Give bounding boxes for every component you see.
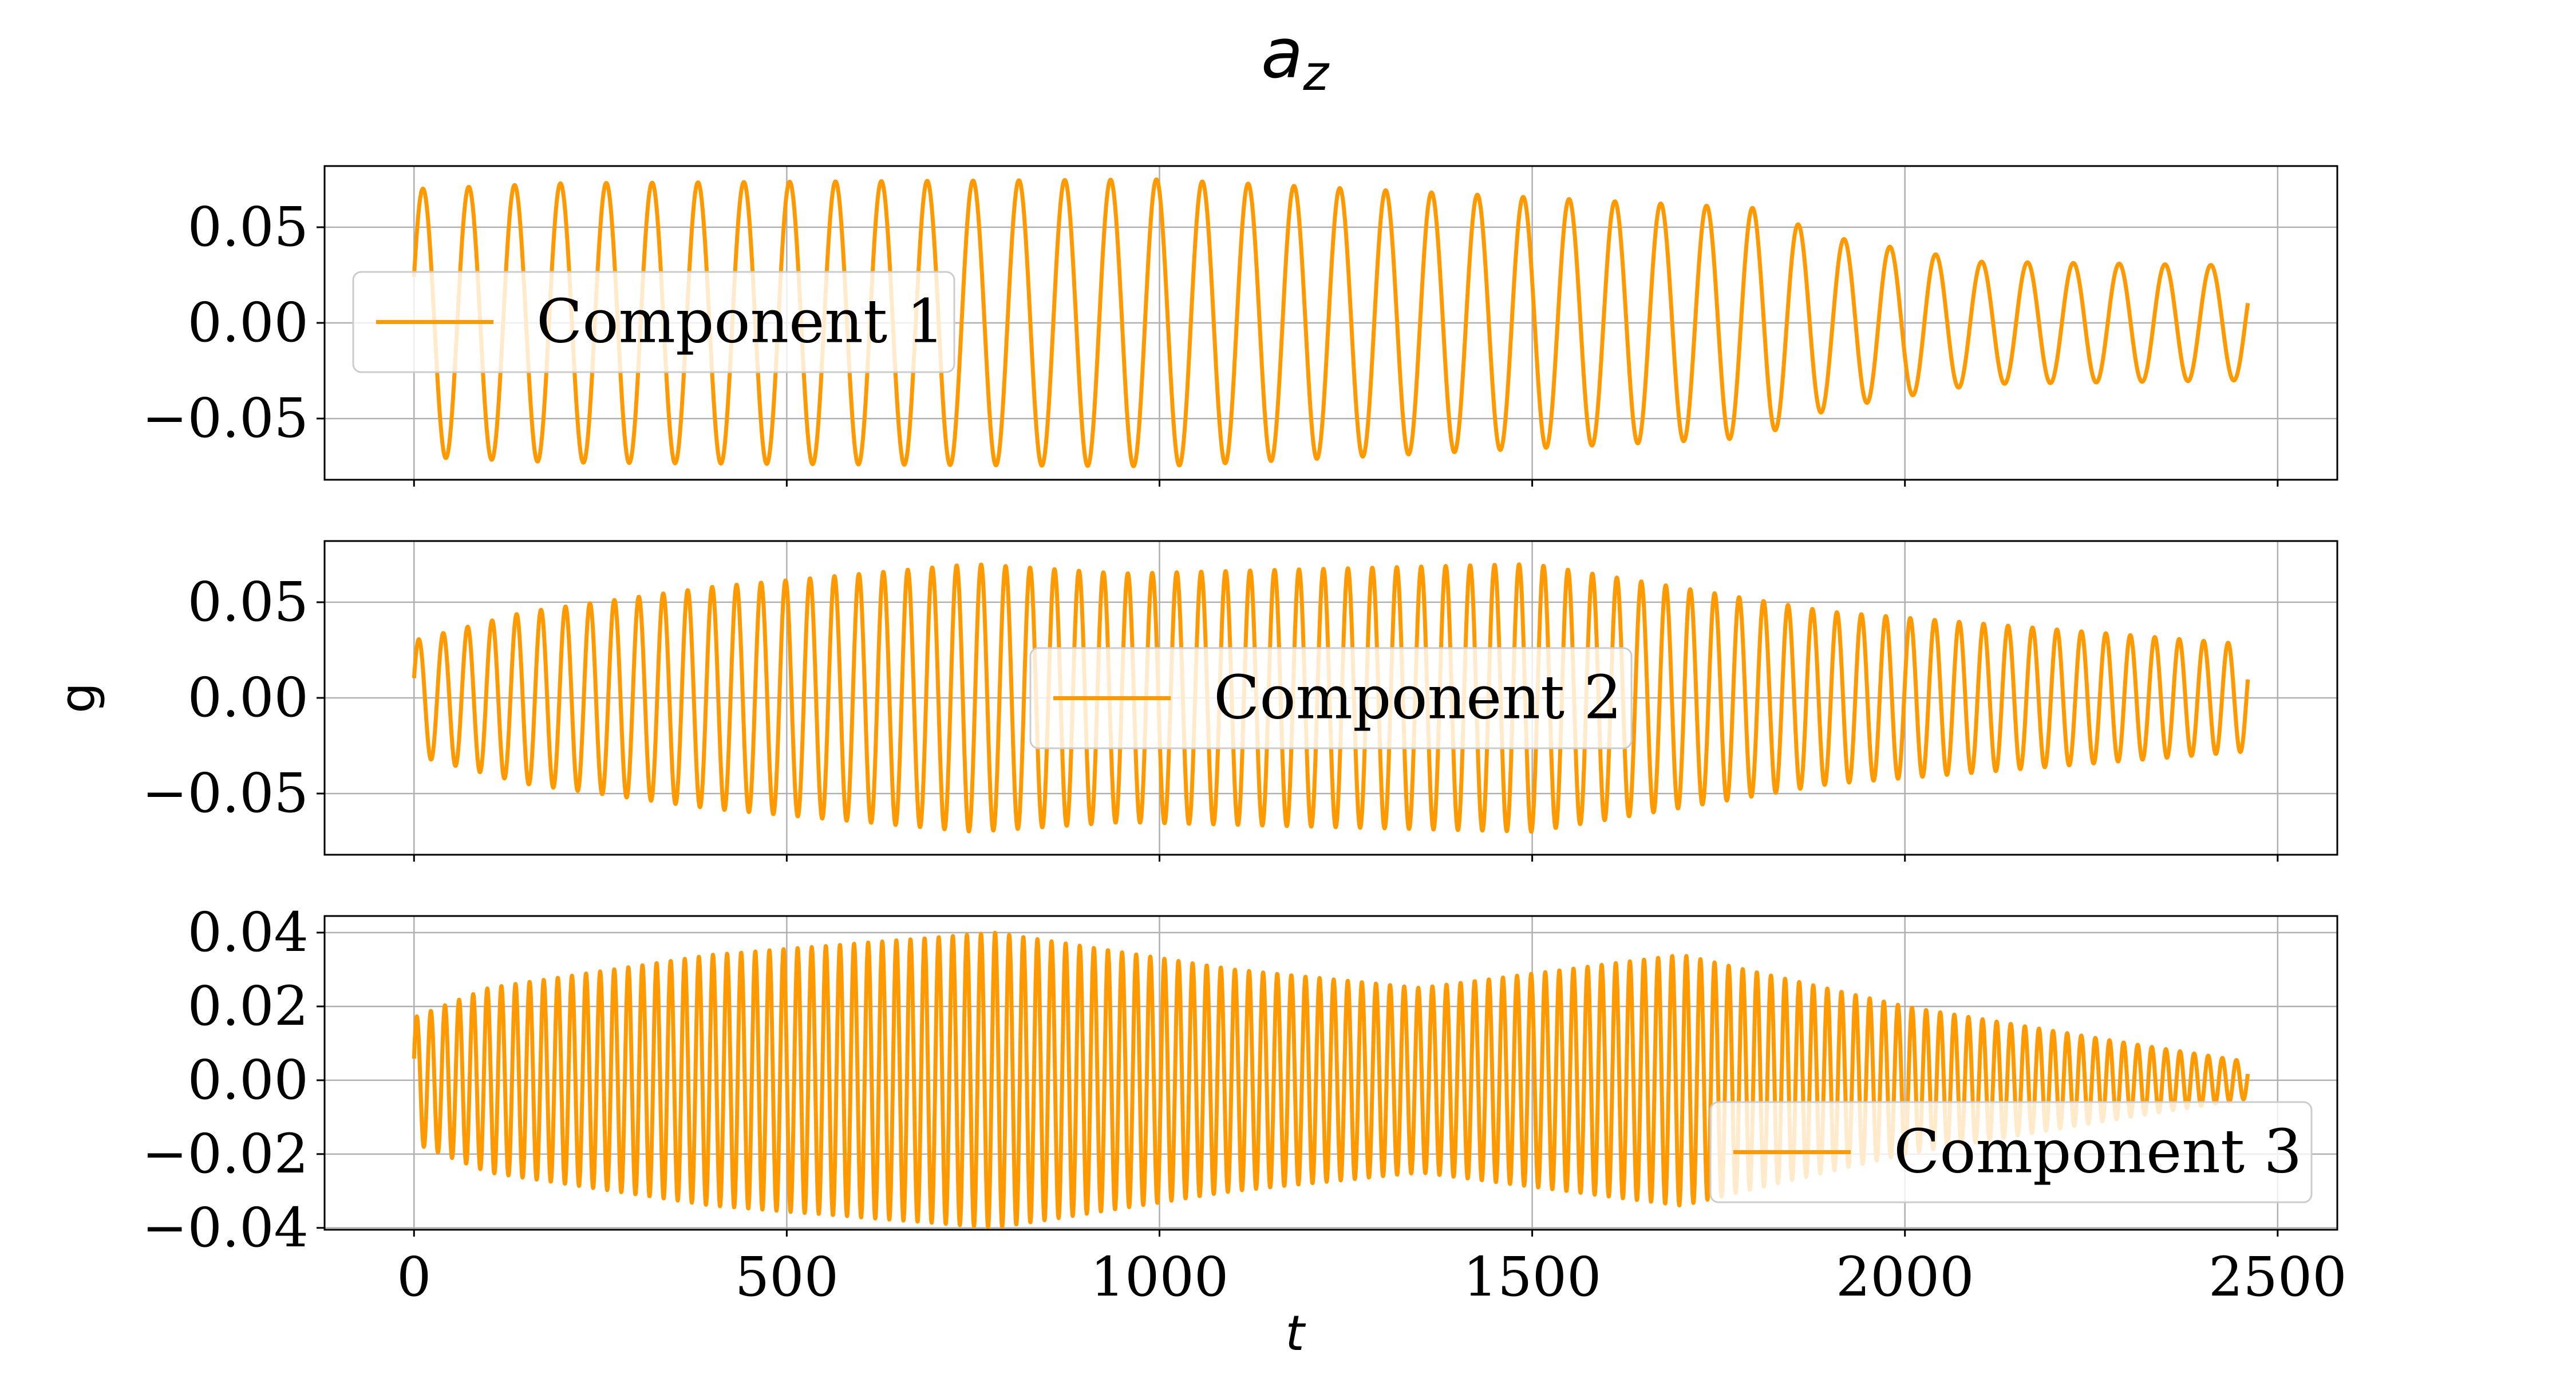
- subplot-2: 0.05 0.00 −0.05 Component 2: [142, 540, 2338, 862]
- y-axis-label: g: [50, 682, 106, 713]
- y-tick-label: 0.05: [187, 571, 309, 634]
- axes-frame: [323, 165, 2338, 481]
- y-tick-label: 0.00: [187, 291, 309, 354]
- chart-title-subscript: z: [1302, 45, 1330, 102]
- y-tick-label: 0.00: [187, 1049, 309, 1112]
- subplot-3: 0.04 0.02 0.00 −0.02 −0.04 Component 3: [142, 901, 2338, 1260]
- y-tick-label: 0.05: [187, 196, 309, 259]
- axes-frame: [323, 540, 2338, 856]
- y-tick-label: 0.04: [187, 901, 309, 964]
- x-tick-label: 2000: [1836, 1246, 1974, 1309]
- x-tick-label: 1500: [1463, 1246, 1602, 1309]
- y-tick-label: −0.02: [142, 1123, 309, 1186]
- legend-label: Component 2: [1214, 663, 1622, 733]
- chart-root: az 0.05 0.00 −0.05 Component 1 0.05 0.00 −0.05 C…: [50, 14, 2347, 1362]
- legend-box: [1029, 647, 1633, 749]
- legend: Component 3: [1709, 1101, 2313, 1203]
- legend-label: Component 3: [1894, 1117, 2302, 1187]
- y-tick-label: −0.05: [142, 387, 309, 450]
- axes-frame: [323, 915, 2338, 1231]
- y-tick-label: 0.02: [187, 975, 309, 1038]
- chart-title: az: [1261, 14, 1330, 102]
- series-line: [412, 930, 2250, 1230]
- legend: Component 2: [1029, 647, 1633, 749]
- legend-box: [352, 271, 955, 373]
- legend: Component 1: [352, 271, 955, 373]
- x-tick-label: 2500: [2208, 1246, 2347, 1309]
- x-axis-label: t: [1285, 1305, 1306, 1362]
- x-tick-label: 0: [397, 1246, 431, 1309]
- legend-label: Component 1: [536, 287, 945, 357]
- y-tick-label: −0.04: [142, 1197, 309, 1260]
- legend-box: [1709, 1101, 2313, 1203]
- x-tick-label: 500: [735, 1246, 839, 1309]
- y-tick-label: −0.05: [142, 762, 309, 825]
- y-tick-label: 0.00: [187, 666, 309, 729]
- series-line: [412, 177, 2250, 468]
- x-tick-label: 1000: [1091, 1246, 1229, 1309]
- subplot-1: 0.05 0.00 −0.05 Component 1: [142, 165, 2338, 487]
